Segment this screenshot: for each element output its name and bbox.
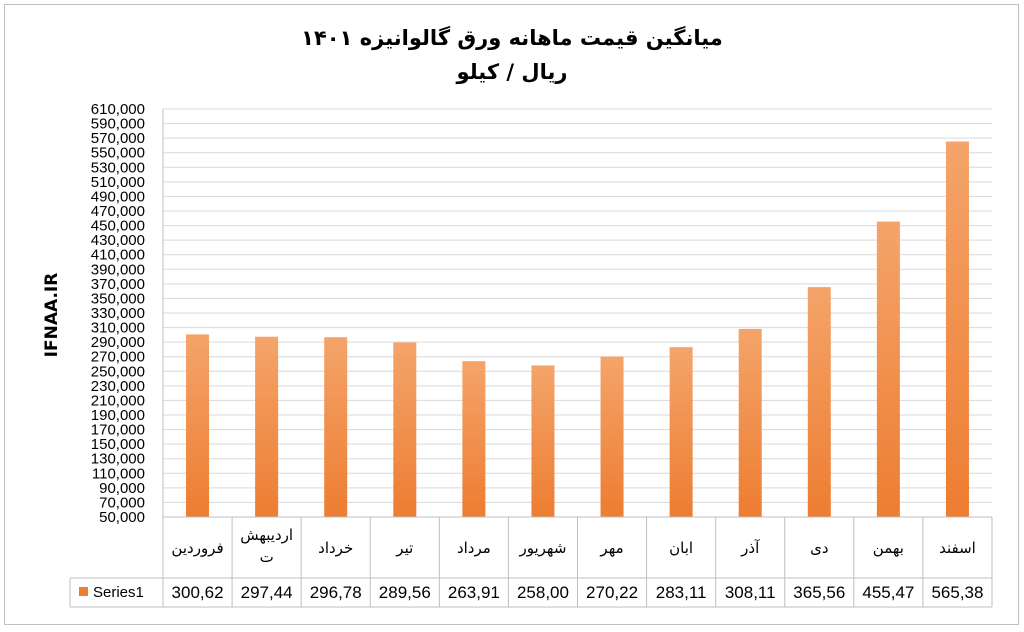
chart-frame [4,4,1019,625]
data-table: فروردین اردیبهش ت خرداد تیر مرداد شهریور مهر ابا… [69,109,993,608]
y-tick-label: 430,000 [91,232,145,249]
value-label: 297,44 [241,583,293,602]
value-label: 365,56 [793,583,845,602]
y-tick-label: 350,000 [91,290,145,307]
y-tick-label: 70,000 [99,494,145,511]
y-tick-label: 290,000 [91,334,145,351]
legend-series-name: Series1 [93,584,144,601]
category-label: ابان [669,539,693,557]
y-tick-label: 410,000 [91,247,145,264]
bar [945,141,969,517]
chart-subtitle: ریال / کیلو [456,60,568,84]
category-label: اردیبهش [240,526,293,544]
bar [531,365,555,517]
value-label: 455,47 [862,583,914,602]
bar [600,356,624,517]
y-tick-label: 490,000 [91,188,145,205]
y-tick-label: 530,000 [91,159,145,176]
value-label: 565,38 [931,583,983,602]
bars [186,141,969,518]
y-tick-label: 450,000 [91,218,145,235]
y-tick-label: 170,000 [91,422,145,439]
y-tick-label: 510,000 [91,174,145,191]
bar [255,336,279,517]
chart-title: میانگین قیمت ماهانه ورق گالوانیزه ۱۴۰۱ [301,26,723,50]
y-tick-label: 110,000 [92,465,145,482]
category-label: ت [260,548,274,566]
category-label: بهمن [873,539,904,557]
y-tick-label: 210,000 [91,392,145,409]
y-tick-label: 130,000 [91,451,145,468]
y-tick-label: 250,000 [91,363,145,380]
y-axis-label: IFNAA.IR [42,273,62,358]
value-label: 270,22 [586,583,638,602]
category-label: تیر [395,539,413,557]
category-label: اسفند [939,539,976,557]
bar [738,328,762,517]
value-label: 289,56 [379,583,431,602]
value-label: 263,91 [448,583,500,602]
y-tick-label: 330,000 [91,305,145,322]
y-tick-label: 230,000 [91,378,145,395]
y-tick-label: 390,000 [91,261,145,278]
value-label: 283,11 [656,583,707,602]
category-label: خرداد [318,539,353,557]
category-label: مرداد [457,539,491,557]
y-tick-label: 310,000 [91,320,145,337]
value-label: 258,00 [517,583,569,602]
y-tick-label: 90,000 [99,480,145,497]
bar [462,361,486,517]
category-label: شهریور [518,539,566,557]
bar [807,287,831,517]
bar [876,221,900,518]
bar [669,347,693,517]
category-label: دی [810,539,828,557]
category-label: آذر [740,539,760,557]
y-tick-label: 270,000 [91,349,145,366]
y-tick-label: 470,000 [91,203,145,220]
bar [393,342,417,517]
y-tick-label: 570,000 [91,130,145,147]
gridlines [163,108,992,518]
y-tick-label: 610,000 [91,101,145,118]
y-axis: 50,00070,00090,000110,000130,000150,0001… [91,101,145,526]
y-tick-label: 370,000 [91,276,145,293]
bar [324,337,348,517]
value-label: 296,78 [310,583,362,602]
value-label: 300,62 [172,583,224,602]
bar [186,334,210,517]
y-tick-label: 190,000 [91,407,145,424]
category-label: مهر [599,539,623,557]
y-tick-label: 590,000 [91,116,145,133]
y-tick-label: 150,000 [91,436,145,453]
legend-swatch [79,587,88,596]
y-tick-label: 50,000 [99,509,145,526]
y-tick-label: 550,000 [91,145,145,162]
value-label: 308,11 [725,583,776,602]
category-label: فروردین [171,539,223,557]
